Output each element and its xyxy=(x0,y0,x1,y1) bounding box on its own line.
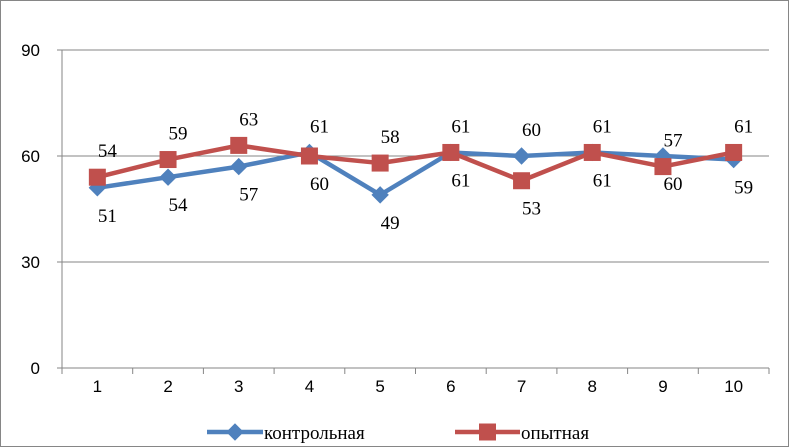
data-label: 58 xyxy=(381,127,400,148)
data-label: 53 xyxy=(522,199,541,220)
data-label: 57 xyxy=(239,185,258,206)
square-marker xyxy=(230,136,248,154)
data-label: 60 xyxy=(522,120,541,141)
diamond-marker xyxy=(371,186,389,204)
data-label: 49 xyxy=(381,213,400,234)
x-tick-label: 8 xyxy=(588,377,597,396)
diamond-marker xyxy=(159,168,177,186)
legend-label-2: опытная xyxy=(521,423,589,444)
x-tick-label: 9 xyxy=(658,377,667,396)
data-label: 60 xyxy=(310,174,329,195)
data-labels: 51 54 57 61 49 61 60 61 60 59 54 59 63 60 58 61 53 61 57 61 xyxy=(98,109,753,233)
data-label: 54 xyxy=(98,141,118,162)
series-markers xyxy=(88,136,743,204)
data-label: 61 xyxy=(734,116,753,137)
x-tick-label: 10 xyxy=(724,377,743,396)
x-tick-label: 7 xyxy=(517,377,526,396)
x-tick-label: 3 xyxy=(234,377,243,396)
square-marker xyxy=(442,143,460,161)
x-tick-label: 6 xyxy=(446,377,455,396)
data-label: 57 xyxy=(663,131,682,152)
legend: контрольная опытная xyxy=(207,423,589,444)
data-label: 60 xyxy=(663,174,682,195)
x-tick-label: 2 xyxy=(163,377,172,396)
legend-label-1: контрольная xyxy=(264,423,365,444)
data-label: 51 xyxy=(98,206,117,227)
diamond-marker xyxy=(512,147,531,165)
square-marker xyxy=(654,158,672,176)
square-marker xyxy=(513,172,531,190)
data-label: 61 xyxy=(451,170,470,191)
data-label: 59 xyxy=(734,178,753,199)
x-tick-label: 4 xyxy=(305,377,314,396)
square-marker xyxy=(583,143,601,161)
x-tick-label: 1 xyxy=(93,377,102,396)
x-axis-ticks: 1 2 3 4 5 6 7 8 9 10 xyxy=(61,368,770,396)
y-tick-label: 30 xyxy=(21,253,40,272)
data-label: 59 xyxy=(169,124,188,145)
series-line-1 xyxy=(97,150,734,198)
legend-diamond-icon xyxy=(226,423,244,441)
data-label: 61 xyxy=(593,170,612,191)
square-marker xyxy=(159,151,177,169)
y-tick-label: 90 xyxy=(21,41,40,60)
y-tick-label: 60 xyxy=(21,147,40,166)
x-tick-label: 5 xyxy=(375,377,384,396)
y-tick-label: 0 xyxy=(31,359,40,378)
series-line-2 xyxy=(96,143,735,183)
square-marker xyxy=(371,154,389,172)
diamond-marker xyxy=(230,157,248,176)
legend-square-icon xyxy=(479,423,496,441)
data-label: 63 xyxy=(239,109,258,130)
data-label: 61 xyxy=(593,116,612,137)
square-marker xyxy=(88,168,106,186)
square-marker xyxy=(725,143,743,161)
data-label: 54 xyxy=(169,195,189,216)
y-axis-ticks: 0 30 60 90 xyxy=(21,41,62,378)
series-lines xyxy=(96,143,735,198)
data-label: 61 xyxy=(310,116,329,137)
square-marker xyxy=(300,147,318,165)
data-label: 61 xyxy=(451,116,470,137)
